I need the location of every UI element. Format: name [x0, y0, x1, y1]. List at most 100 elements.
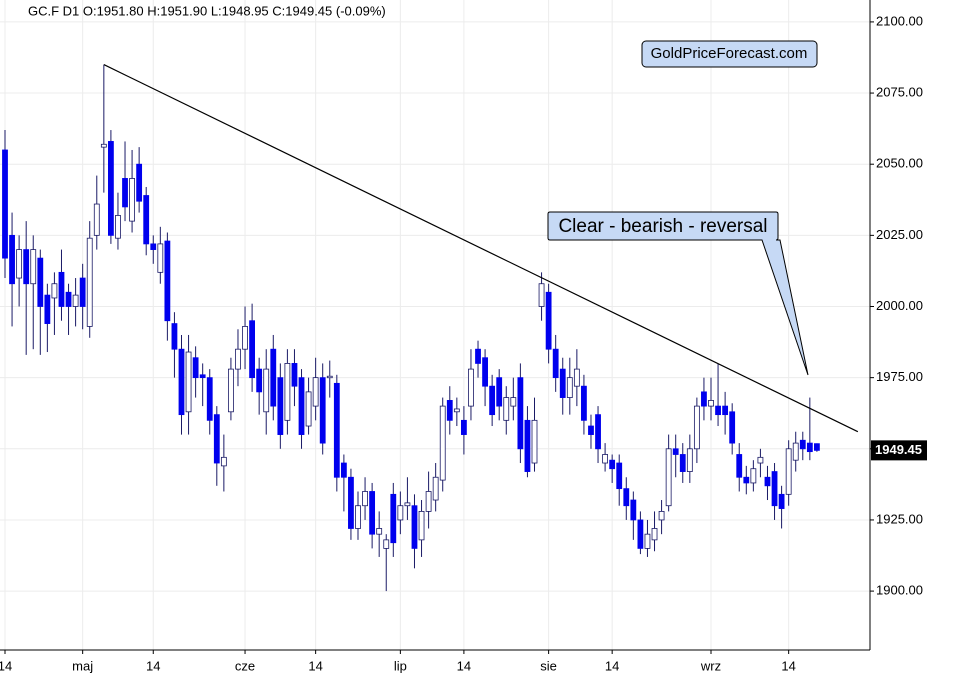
- candle-body: [785, 448, 792, 495]
- x-tick-label: 14: [0, 658, 12, 673]
- candle-body: [778, 493, 785, 509]
- candle-body: [93, 203, 100, 236]
- candle-body: [362, 491, 368, 507]
- candle-body: [757, 456, 764, 464]
- candle-body: [651, 528, 658, 541]
- annotation-callout: [547, 211, 809, 376]
- candle-body: [298, 377, 305, 435]
- candle-body: [552, 348, 559, 379]
- candle-body: [595, 414, 601, 450]
- candle-body: [559, 368, 566, 398]
- candle-body: [658, 511, 665, 521]
- candle-body: [722, 405, 729, 416]
- candle-body: [369, 491, 376, 535]
- candle-body: [630, 499, 637, 521]
- candle-body: [340, 462, 347, 478]
- annotation-text: Clear - bearish - reversal: [558, 216, 767, 237]
- chart-title: GC.F D1 O:1951.80 H:1951.90 L:1948.95 C:…: [28, 3, 386, 18]
- candle-body: [249, 320, 256, 379]
- x-tick-label: 14: [457, 658, 471, 673]
- last-price-label: 1949.45: [875, 442, 922, 457]
- candle-body: [616, 462, 623, 490]
- candle-body: [284, 363, 291, 421]
- candle-body: [157, 243, 164, 273]
- candle-body: [291, 363, 298, 387]
- candle-body: [228, 368, 234, 413]
- candle-body: [496, 377, 503, 407]
- candle-body: [637, 519, 644, 549]
- candle-body: [729, 411, 736, 444]
- candle-body: [460, 419, 467, 435]
- candle-body: [503, 397, 510, 421]
- candle-body: [100, 143, 107, 148]
- candle-body: [693, 405, 700, 450]
- candle-body: [192, 357, 199, 379]
- candle-body: [439, 405, 446, 481]
- candle-body: [672, 448, 679, 455]
- candle-body: [531, 419, 538, 464]
- candle-body: [814, 443, 820, 451]
- candle-body: [792, 442, 799, 461]
- candle-body: [383, 539, 390, 549]
- candle-body: [9, 234, 15, 285]
- candle-body: [404, 502, 411, 507]
- candle-body: [736, 454, 743, 478]
- candle-body: [806, 442, 813, 453]
- x-tick-label: lip: [394, 658, 407, 673]
- candle-body: [178, 348, 185, 416]
- candle-body: [185, 351, 192, 413]
- x-tick-label: wrz: [700, 658, 721, 673]
- candle-body: [686, 448, 693, 472]
- y-tick-label: 1925.00: [876, 511, 923, 526]
- candle-body: [171, 323, 178, 350]
- candle-body: [270, 348, 277, 407]
- candle-body: [453, 408, 460, 413]
- candle-body: [213, 414, 220, 464]
- candle-body: [44, 294, 51, 324]
- candle-body: [679, 454, 686, 472]
- y-tick-label: 2050.00: [876, 156, 923, 171]
- candle-body: [545, 291, 552, 350]
- candle-body: [602, 454, 608, 464]
- candle-body: [489, 385, 496, 416]
- y-tick-label: 2000.00: [876, 298, 923, 313]
- candle-body: [446, 400, 453, 421]
- candle-body: [665, 448, 672, 507]
- candle-body: [588, 425, 594, 435]
- candle-body: [708, 400, 714, 407]
- candle-body: [566, 377, 573, 398]
- trendline: [103, 64, 859, 433]
- candle-body: [199, 374, 206, 379]
- candle-body: [517, 377, 524, 450]
- grid: [0, 0, 870, 650]
- y-tick-label: 2075.00: [876, 84, 923, 99]
- candle-body: [644, 533, 651, 549]
- candle-body: [411, 505, 418, 549]
- candle-body: [23, 249, 30, 285]
- candle-body: [136, 163, 143, 202]
- candle-body: [164, 240, 171, 322]
- candle-body: [30, 249, 37, 285]
- candle-body: [129, 178, 135, 222]
- candle-body: [609, 459, 616, 470]
- candle-body: [235, 348, 241, 370]
- candle-body: [115, 215, 121, 239]
- candle-body: [326, 375, 333, 379]
- candle-body: [79, 277, 86, 307]
- candle-body: [72, 294, 79, 307]
- y-tick-label: 1975.00: [876, 369, 923, 384]
- x-tick-label: sie: [540, 658, 557, 673]
- candle-body: [86, 237, 93, 327]
- candle-body: [108, 141, 114, 236]
- last-price-box: [871, 440, 927, 461]
- candle-body: [715, 405, 721, 416]
- candle-body: [799, 439, 806, 450]
- candle-body: [623, 488, 630, 507]
- candle-body: [16, 249, 23, 279]
- candle-body: [256, 368, 263, 393]
- candle-body: [468, 368, 474, 407]
- candle-body: [2, 149, 8, 259]
- candle-body: [510, 397, 517, 407]
- candle-body: [397, 505, 404, 521]
